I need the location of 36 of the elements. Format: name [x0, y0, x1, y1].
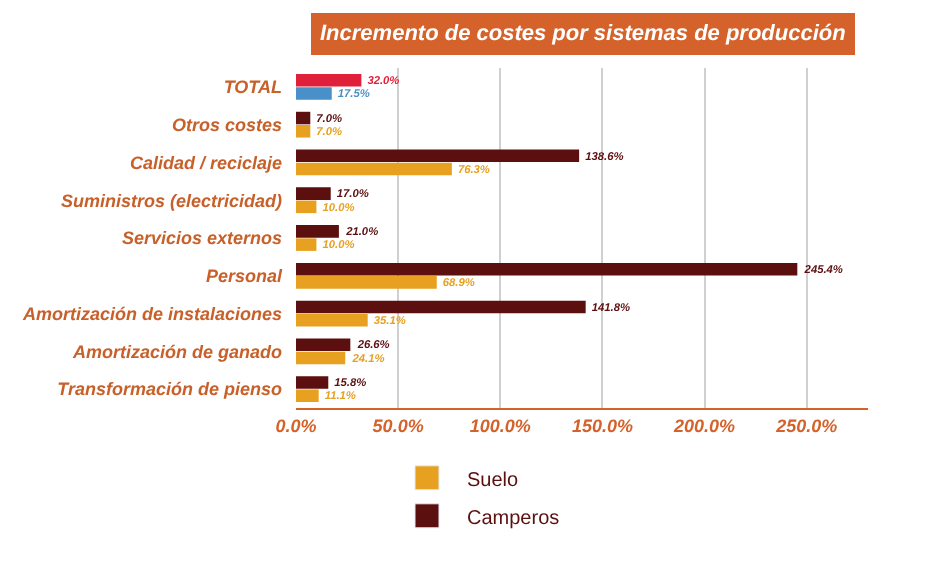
- y-tick-label: Suministros (electricidad): [60, 190, 282, 211]
- bar: [296, 225, 339, 238]
- bar: [296, 187, 331, 200]
- legend-label: Camperos: [467, 507, 560, 530]
- y-tick-label: Transformación de pienso: [57, 379, 283, 400]
- x-tick-label: 250.0%: [774, 415, 838, 436]
- bar: [296, 111, 311, 125]
- bar: [296, 338, 351, 351]
- bar: [296, 149, 580, 163]
- y-tick-label: Personal: [205, 266, 283, 287]
- bar: [296, 389, 319, 402]
- bar: [296, 238, 317, 251]
- x-tick-label: 150.0%: [571, 415, 633, 436]
- bar: [296, 351, 346, 365]
- y-tick-label: Amortización de ganado: [70, 341, 283, 362]
- x-tick-label: 0.0%: [275, 415, 317, 436]
- legend-label: Suelo: [467, 469, 520, 492]
- bar: [296, 162, 452, 176]
- bar: [296, 125, 311, 138]
- y-tick-label: TOTAL: [223, 77, 282, 98]
- bar: [296, 376, 329, 389]
- chart-title: Incremento de costes por sistemas de producción: [320, 22, 847, 46]
- bar: [296, 200, 317, 214]
- bar: [296, 87, 332, 100]
- bar: [296, 74, 362, 87]
- x-tick-label: 50.0%: [372, 415, 424, 436]
- bar: [296, 276, 437, 289]
- y-tick-label: Calidad / reciclaje: [129, 152, 282, 173]
- bar: [296, 300, 586, 314]
- bar: [296, 262, 798, 276]
- y-tick-label: Otros costes: [171, 114, 282, 135]
- bar: [296, 313, 368, 327]
- x-tick-label: 100.0%: [469, 415, 531, 436]
- x-tick-label: 200.0%: [672, 415, 736, 436]
- y-tick-label: Amortización de instalaciones: [20, 303, 282, 324]
- y-tick-label: Servicios externos: [121, 228, 282, 249]
